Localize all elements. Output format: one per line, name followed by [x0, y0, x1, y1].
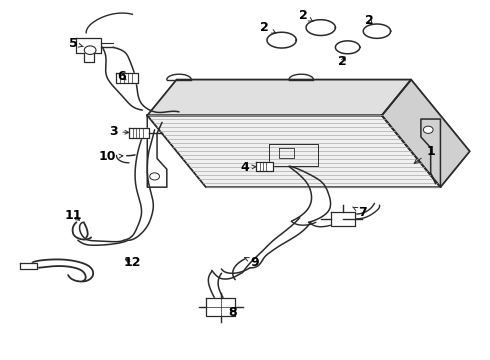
- Text: 2: 2: [299, 9, 313, 22]
- Polygon shape: [331, 212, 355, 226]
- Polygon shape: [147, 80, 411, 116]
- Polygon shape: [363, 24, 391, 39]
- Text: 10: 10: [98, 150, 123, 163]
- Circle shape: [150, 173, 159, 180]
- Text: 11: 11: [64, 210, 82, 222]
- Polygon shape: [256, 162, 273, 171]
- Text: 9: 9: [245, 256, 259, 269]
- Polygon shape: [335, 41, 360, 54]
- Text: 6: 6: [118, 69, 126, 82]
- Polygon shape: [147, 116, 441, 187]
- Text: 7: 7: [353, 206, 367, 219]
- Circle shape: [423, 126, 433, 134]
- Text: 3: 3: [109, 125, 129, 138]
- Polygon shape: [382, 80, 470, 187]
- Text: 1: 1: [414, 145, 435, 163]
- Polygon shape: [76, 39, 101, 62]
- Polygon shape: [20, 263, 37, 269]
- Text: 8: 8: [228, 306, 237, 319]
- Text: 2: 2: [365, 14, 374, 27]
- Circle shape: [84, 46, 96, 54]
- Polygon shape: [306, 20, 335, 36]
- Polygon shape: [267, 32, 296, 48]
- Text: 5: 5: [69, 37, 83, 50]
- Text: 2: 2: [260, 21, 276, 34]
- Polygon shape: [206, 298, 235, 316]
- Text: 2: 2: [339, 55, 347, 68]
- Polygon shape: [129, 128, 149, 138]
- Polygon shape: [117, 73, 138, 83]
- Text: 12: 12: [124, 256, 142, 269]
- Text: 4: 4: [241, 161, 256, 174]
